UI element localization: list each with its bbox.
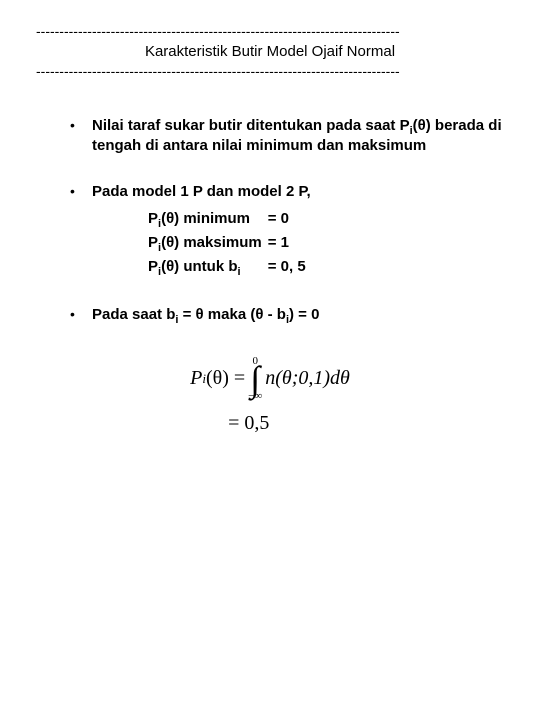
bullet-list: Nilai taraf sukar butir ditentukan pada … [36,116,504,326]
integral-formula: Pi(θ) = 0 ∫ −∞ n(θ;0,1)dθ = 0,5 [190,356,350,436]
integral-symbol: 0 ∫ −∞ [248,356,262,403]
formula-lhs-after: (θ) = [206,367,245,390]
eq-r2c1-a: P [148,234,158,251]
bullet-3: Pada saat bi = θ maka (θ - bi) = 0 [70,305,504,325]
eq-r3c1-sub2: i [238,266,241,278]
eq-r3c1: Pi(θ) untuk bi [148,255,268,279]
bullet-3-text-c: ) = 0 [289,306,319,323]
eq-row-1: Pi(θ) minimum = 0 [148,207,312,231]
bullet-3-text-a: Pada saat b [92,306,175,323]
eq-r3c1-b: (θ) untuk b [161,258,237,275]
eq-r3c2: = 0, 5 [268,255,312,279]
integral-sign: ∫ [250,365,260,394]
formula-line-1: Pi(θ) = 0 ∫ −∞ n(θ;0,1)dθ [190,356,350,403]
formula-integrand: n(θ;0,1)dθ [265,367,350,390]
equation-table: Pi(θ) minimum = 0 Pi(θ) maksimum = 1 Pi(… [148,207,312,280]
formula-line-2: = 0,5 [190,412,350,435]
eq-row-2: Pi(θ) maksimum = 1 [148,231,312,255]
formula-block: Pi(θ) = 0 ∫ −∞ n(θ;0,1)dθ = 0,5 [36,356,504,436]
eq-r1c1-b: (θ) minimum [161,210,250,227]
eq-r1c1-a: P [148,210,158,227]
eq-r2c1: Pi(θ) maksimum [148,231,268,255]
bullet-3-text-b: = θ maka (θ - b [178,306,286,323]
eq-r1c1: Pi(θ) minimum [148,207,268,231]
eq-r2c1-b: (θ) maksimum [161,234,262,251]
page-title: Karakteristik Butir Model Ojaif Normal [36,39,504,64]
equation-block: Pi(θ) minimum = 0 Pi(θ) maksimum = 1 Pi(… [148,207,504,280]
integral-lower: −∞ [248,391,262,402]
bullet-1: Nilai taraf sukar butir ditentukan pada … [70,116,504,157]
top-dashline: ----------------------------------------… [36,24,504,39]
eq-r1c2: = 0 [268,207,312,231]
eq-r2c2: = 1 [268,231,312,255]
bullet-2-text: Pada model 1 P dan model 2 P, [92,183,311,200]
bottom-dashline: ----------------------------------------… [36,64,504,79]
eq-r3c1-a: P [148,258,158,275]
bullet-1-text-a: Nilai taraf sukar butir ditentukan pada … [92,117,410,134]
eq-row-3: Pi(θ) untuk bi = 0, 5 [148,255,312,279]
page: ----------------------------------------… [0,0,540,435]
formula-lhs-P: P [190,367,202,390]
bullet-2: Pada model 1 P dan model 2 P, Pi(θ) mini… [70,182,504,279]
